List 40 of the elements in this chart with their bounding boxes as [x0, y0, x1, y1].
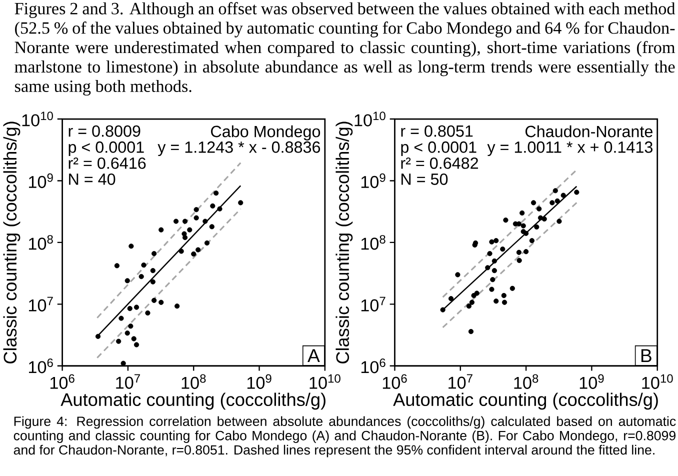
- annotation: y = 1.1243 * x - 0.8836: [158, 141, 320, 156]
- x-axis-title: Automatic counting (coccoliths/g): [393, 392, 658, 410]
- y-tick-label: 10$^{6}$: [28, 358, 53, 374]
- x-tick-label: 10$^{9}$: [247, 374, 272, 389]
- annotation: r = 0.8051: [401, 125, 473, 137]
- annotation: r² = 0.6482: [401, 157, 478, 169]
- annotation: N = 40: [69, 173, 116, 185]
- y-tick-label: 10$^{10}$: [354, 112, 386, 126]
- y-tick-label: 10$^{10}$: [22, 112, 53, 126]
- x-tick-label: 10$^{6}$: [50, 374, 74, 389]
- y-tick-label: 10$^{8}$: [361, 235, 386, 250]
- annotation: r = 0.8009: [68, 125, 140, 137]
- x-tick-label: 10$^{10}$: [642, 374, 673, 389]
- x-tick-label: 10$^{8}$: [514, 374, 538, 389]
- y-tick-label: 10$^{8}$: [28, 235, 53, 250]
- y-tick-label: 10$^{9}$: [361, 173, 386, 188]
- x-tick-label: 10$^{7}$: [448, 374, 472, 389]
- y-tick-label: 10$^{9}$: [28, 173, 53, 188]
- annotation: p < 0.0001: [401, 141, 476, 156]
- x-tick-label: 10$^{9}$: [580, 374, 604, 389]
- x-axis-title: Automatic counting (coccoliths/g): [60, 392, 326, 410]
- annotation: p < 0.0001: [68, 141, 144, 156]
- y-tick-label: 10$^{6}$: [361, 358, 386, 374]
- annotation: A: [308, 349, 320, 362]
- x-tick-label: 10$^{6}$: [382, 374, 407, 389]
- chart-title: Chaudon-Norante: [526, 125, 652, 138]
- annotation: B: [641, 349, 652, 362]
- y-tick-label: 10$^{7}$: [361, 296, 386, 312]
- annotation: y = 1.0011 * x + 0.1413: [487, 141, 652, 156]
- x-tick-label: 10$^{8}$: [182, 374, 206, 389]
- x-tick-label: 10$^{10}$: [310, 374, 340, 389]
- caption: Figure 4: Regression correlation between absolute abundances (coccoliths/g) calculated based on automatic counting and classic counting for Cabo Mondego (A) and Chaudon-Norante (B). For Cabo Mondego, r=0.8099 and for Chaudon-Norante, r=0.8051. Dashed lines represent the 95% confident interval around the fitted line.: [14, 416, 676, 458]
- annotation: N = 50: [402, 173, 448, 185]
- y-axis-title: Classic counting (coccoliths/g): [3, 122, 20, 364]
- y-axis-title: Classic counting (coccoliths/g): [336, 122, 353, 364]
- chart-title: Cabo Mondego: [211, 125, 320, 140]
- x-tick-label: 10$^{7}$: [116, 374, 140, 389]
- annotation: r² = 0.6416: [68, 157, 146, 169]
- y-tick-label: 10$^{7}$: [28, 296, 53, 312]
- text: Figures 2 and 3. Although an offset was observed between the values obtained with each method (52.5 % of the values obtained by automatic counting for Cabo Mondego and 64 % for Chaudon-Norante were underestimated when compared to classic counting), short-time variations (from marlstone to limestone) in absolute abundance as well as long-term trends were essentially the same using both methods.: [14, 2, 676, 96]
